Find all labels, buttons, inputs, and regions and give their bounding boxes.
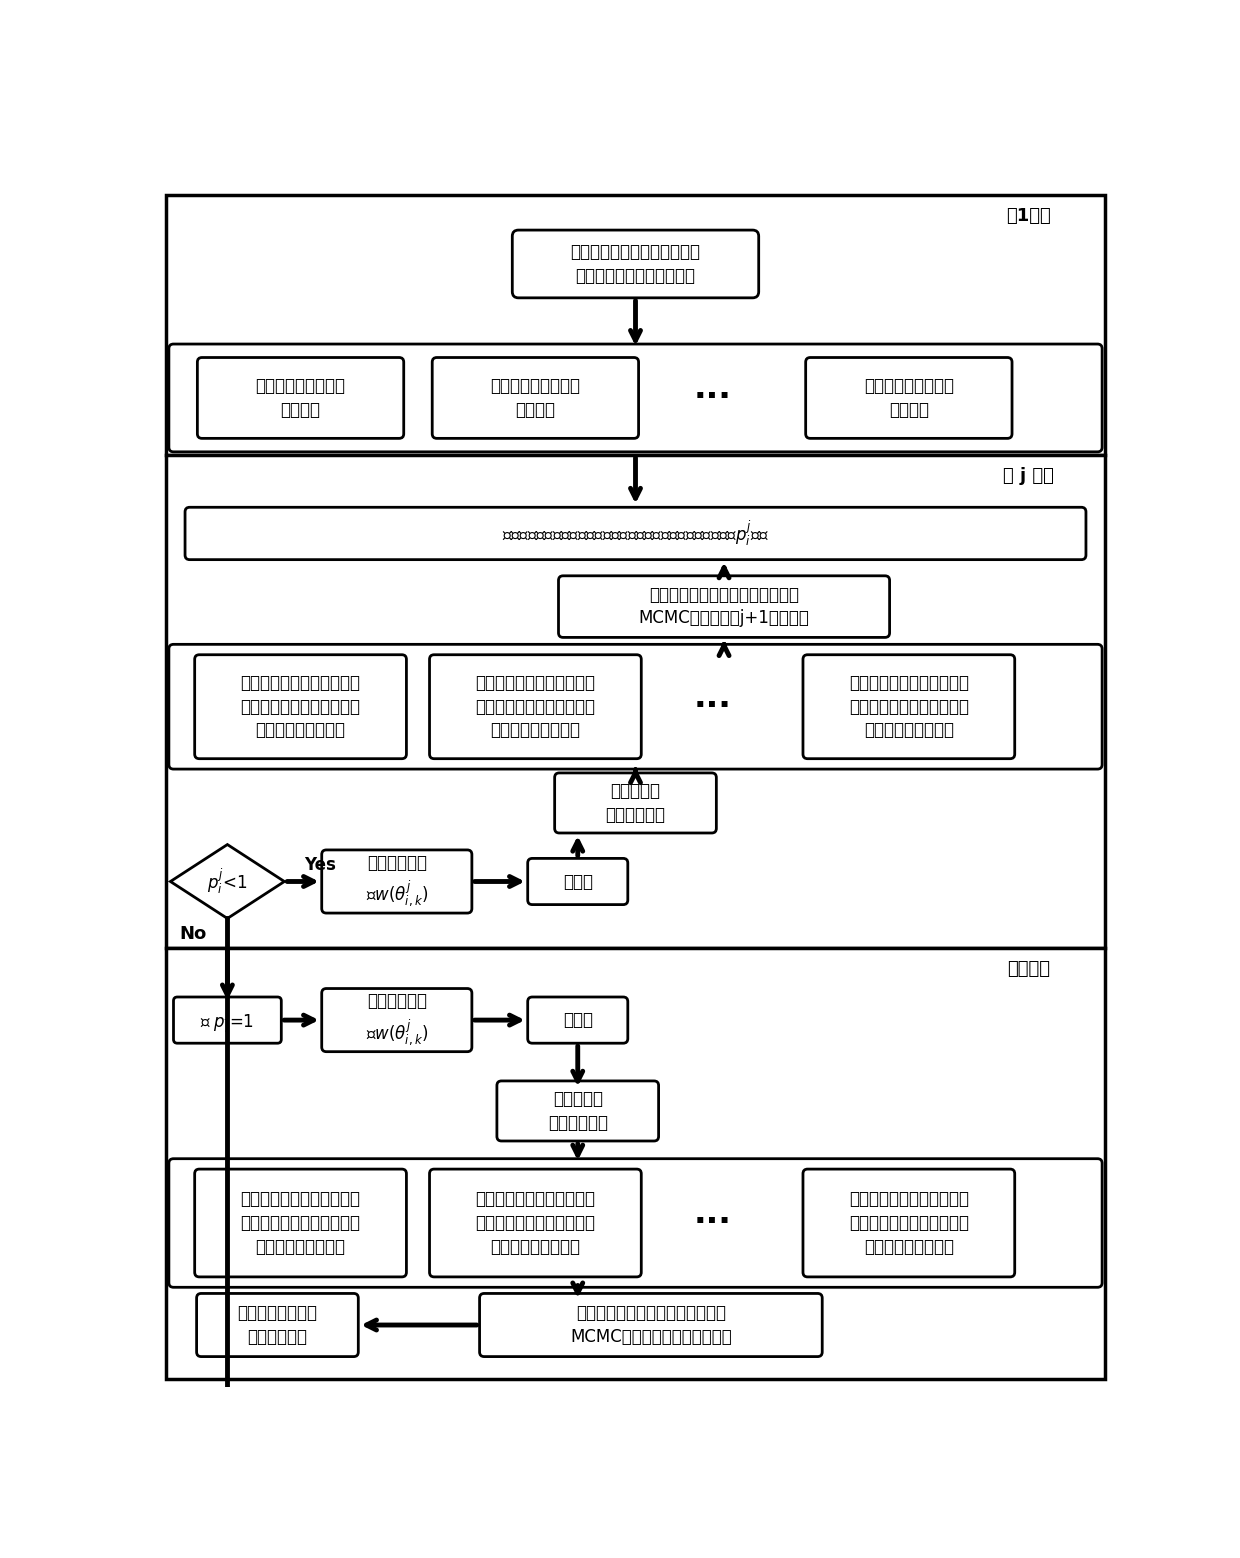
Text: 重采样: 重采样 — [563, 1011, 593, 1030]
FancyBboxPatch shape — [174, 997, 281, 1044]
Text: 最后阶段样本即为
后验分布样本: 最后阶段样本即为 后验分布样本 — [237, 1304, 317, 1346]
Text: ···: ··· — [693, 1206, 732, 1240]
FancyBboxPatch shape — [169, 1159, 1102, 1287]
Text: 计算向量化
随机游走步长: 计算向量化 随机游走步长 — [548, 1091, 608, 1131]
FancyBboxPatch shape — [321, 988, 472, 1052]
FancyBboxPatch shape — [197, 1293, 358, 1357]
FancyBboxPatch shape — [804, 654, 1014, 759]
Text: 最后阶段: 最后阶段 — [1007, 960, 1050, 977]
FancyBboxPatch shape — [528, 997, 627, 1044]
Text: 各参数以协方差矩阵为步长
随机游走，并据此计算向量
化目标函数的函数值: 各参数以协方差矩阵为步长 随机游走，并据此计算向量 化目标函数的函数值 — [849, 1190, 968, 1256]
Text: 计算向量化目标函数
的函数值: 计算向量化目标函数 的函数值 — [490, 377, 580, 419]
FancyBboxPatch shape — [197, 357, 404, 438]
Text: 程序自主计算中间概率密度函数与后验概率密度函数的比例因子$p_i^j$的值: 程序自主计算中间概率密度函数与后验概率密度函数的比例因子$p_i^j$的值 — [502, 519, 769, 548]
Text: ···: ··· — [693, 690, 732, 723]
Text: No: No — [179, 925, 206, 943]
Text: 各参数以协方差矩阵为步长
随机游走，并据此计算向量
化目标函数的函数值: 各参数以协方差矩阵为步长 随机游走，并据此计算向量 化目标函数的函数值 — [241, 675, 361, 740]
Text: 各参数以协方差矩阵为步长
随机游走，并据此计算向量
化目标函数的函数值: 各参数以协方差矩阵为步长 随机游走，并据此计算向量 化目标函数的函数值 — [241, 1190, 361, 1256]
FancyBboxPatch shape — [480, 1293, 822, 1357]
Text: 计算向量化目标函数
的函数值: 计算向量化目标函数 的函数值 — [255, 377, 346, 419]
FancyBboxPatch shape — [195, 654, 407, 759]
Text: 第1阶段: 第1阶段 — [1006, 207, 1050, 226]
Text: 各参数以协方差矩阵为步长
随机游走，并据此计算向量
化目标函数的函数值: 各参数以协方差矩阵为步长 随机游走，并据此计算向量 化目标函数的函数值 — [475, 675, 595, 740]
FancyBboxPatch shape — [804, 1168, 1014, 1278]
FancyBboxPatch shape — [169, 344, 1102, 452]
FancyBboxPatch shape — [169, 645, 1102, 770]
Text: 令 $p_i^j$=1: 令 $p_i^j$=1 — [201, 1005, 254, 1035]
Text: 依据均匀分布按照元素运算方
式向量化生成先验分布样本: 依据均匀分布按照元素运算方 式向量化生成先验分布样本 — [570, 243, 701, 285]
FancyBboxPatch shape — [554, 773, 717, 834]
FancyBboxPatch shape — [185, 508, 1086, 559]
Text: 计算可能性权
重$w(\theta_{i,k}^j)$: 计算可能性权 重$w(\theta_{i,k}^j)$ — [366, 854, 428, 910]
FancyBboxPatch shape — [497, 1081, 658, 1140]
FancyBboxPatch shape — [429, 1168, 641, 1278]
Text: 各参数以协方差矩阵为步长
随机游走，并据此计算向量
化目标函数的函数值: 各参数以协方差矩阵为步长 随机游走，并据此计算向量 化目标函数的函数值 — [475, 1190, 595, 1256]
Bar — [166, 947, 1105, 1379]
Text: 对重采样后的每个样本点同时进行
MCMC抽样，取得j+1阶段样本: 对重采样后的每个样本点同时进行 MCMC抽样，取得j+1阶段样本 — [639, 586, 810, 628]
Bar — [166, 455, 1105, 947]
Text: 对重采样后的每个样本点同时进行
MCMC抽样，取得最后阶段样本: 对重采样后的每个样本点同时进行 MCMC抽样，取得最后阶段样本 — [570, 1304, 732, 1346]
Text: Yes: Yes — [304, 855, 336, 874]
FancyBboxPatch shape — [512, 231, 759, 298]
FancyBboxPatch shape — [429, 654, 641, 759]
Text: 重采样: 重采样 — [563, 872, 593, 891]
FancyBboxPatch shape — [321, 851, 472, 913]
FancyBboxPatch shape — [433, 357, 639, 438]
FancyBboxPatch shape — [528, 858, 627, 905]
Text: 计算可能性权
重$w(\theta_{i,k}^j)$: 计算可能性权 重$w(\theta_{i,k}^j)$ — [366, 992, 428, 1049]
Text: 各参数以协方差矩阵为步长
随机游走，并据此计算向量
化目标函数的函数值: 各参数以协方差矩阵为步长 随机游走，并据此计算向量 化目标函数的函数值 — [849, 675, 968, 740]
FancyBboxPatch shape — [558, 576, 889, 637]
Text: ···: ··· — [693, 382, 732, 414]
Polygon shape — [170, 844, 284, 919]
Text: 第 j 阶段: 第 j 阶段 — [1003, 467, 1054, 485]
Bar — [166, 195, 1105, 455]
Text: 计算向量化目标函数
的函数值: 计算向量化目标函数 的函数值 — [864, 377, 954, 419]
Text: $p_i^j$<1: $p_i^j$<1 — [207, 868, 248, 896]
Text: 计算向量化
随机游走步长: 计算向量化 随机游走步长 — [605, 782, 666, 824]
FancyBboxPatch shape — [806, 357, 1012, 438]
FancyBboxPatch shape — [195, 1168, 407, 1278]
